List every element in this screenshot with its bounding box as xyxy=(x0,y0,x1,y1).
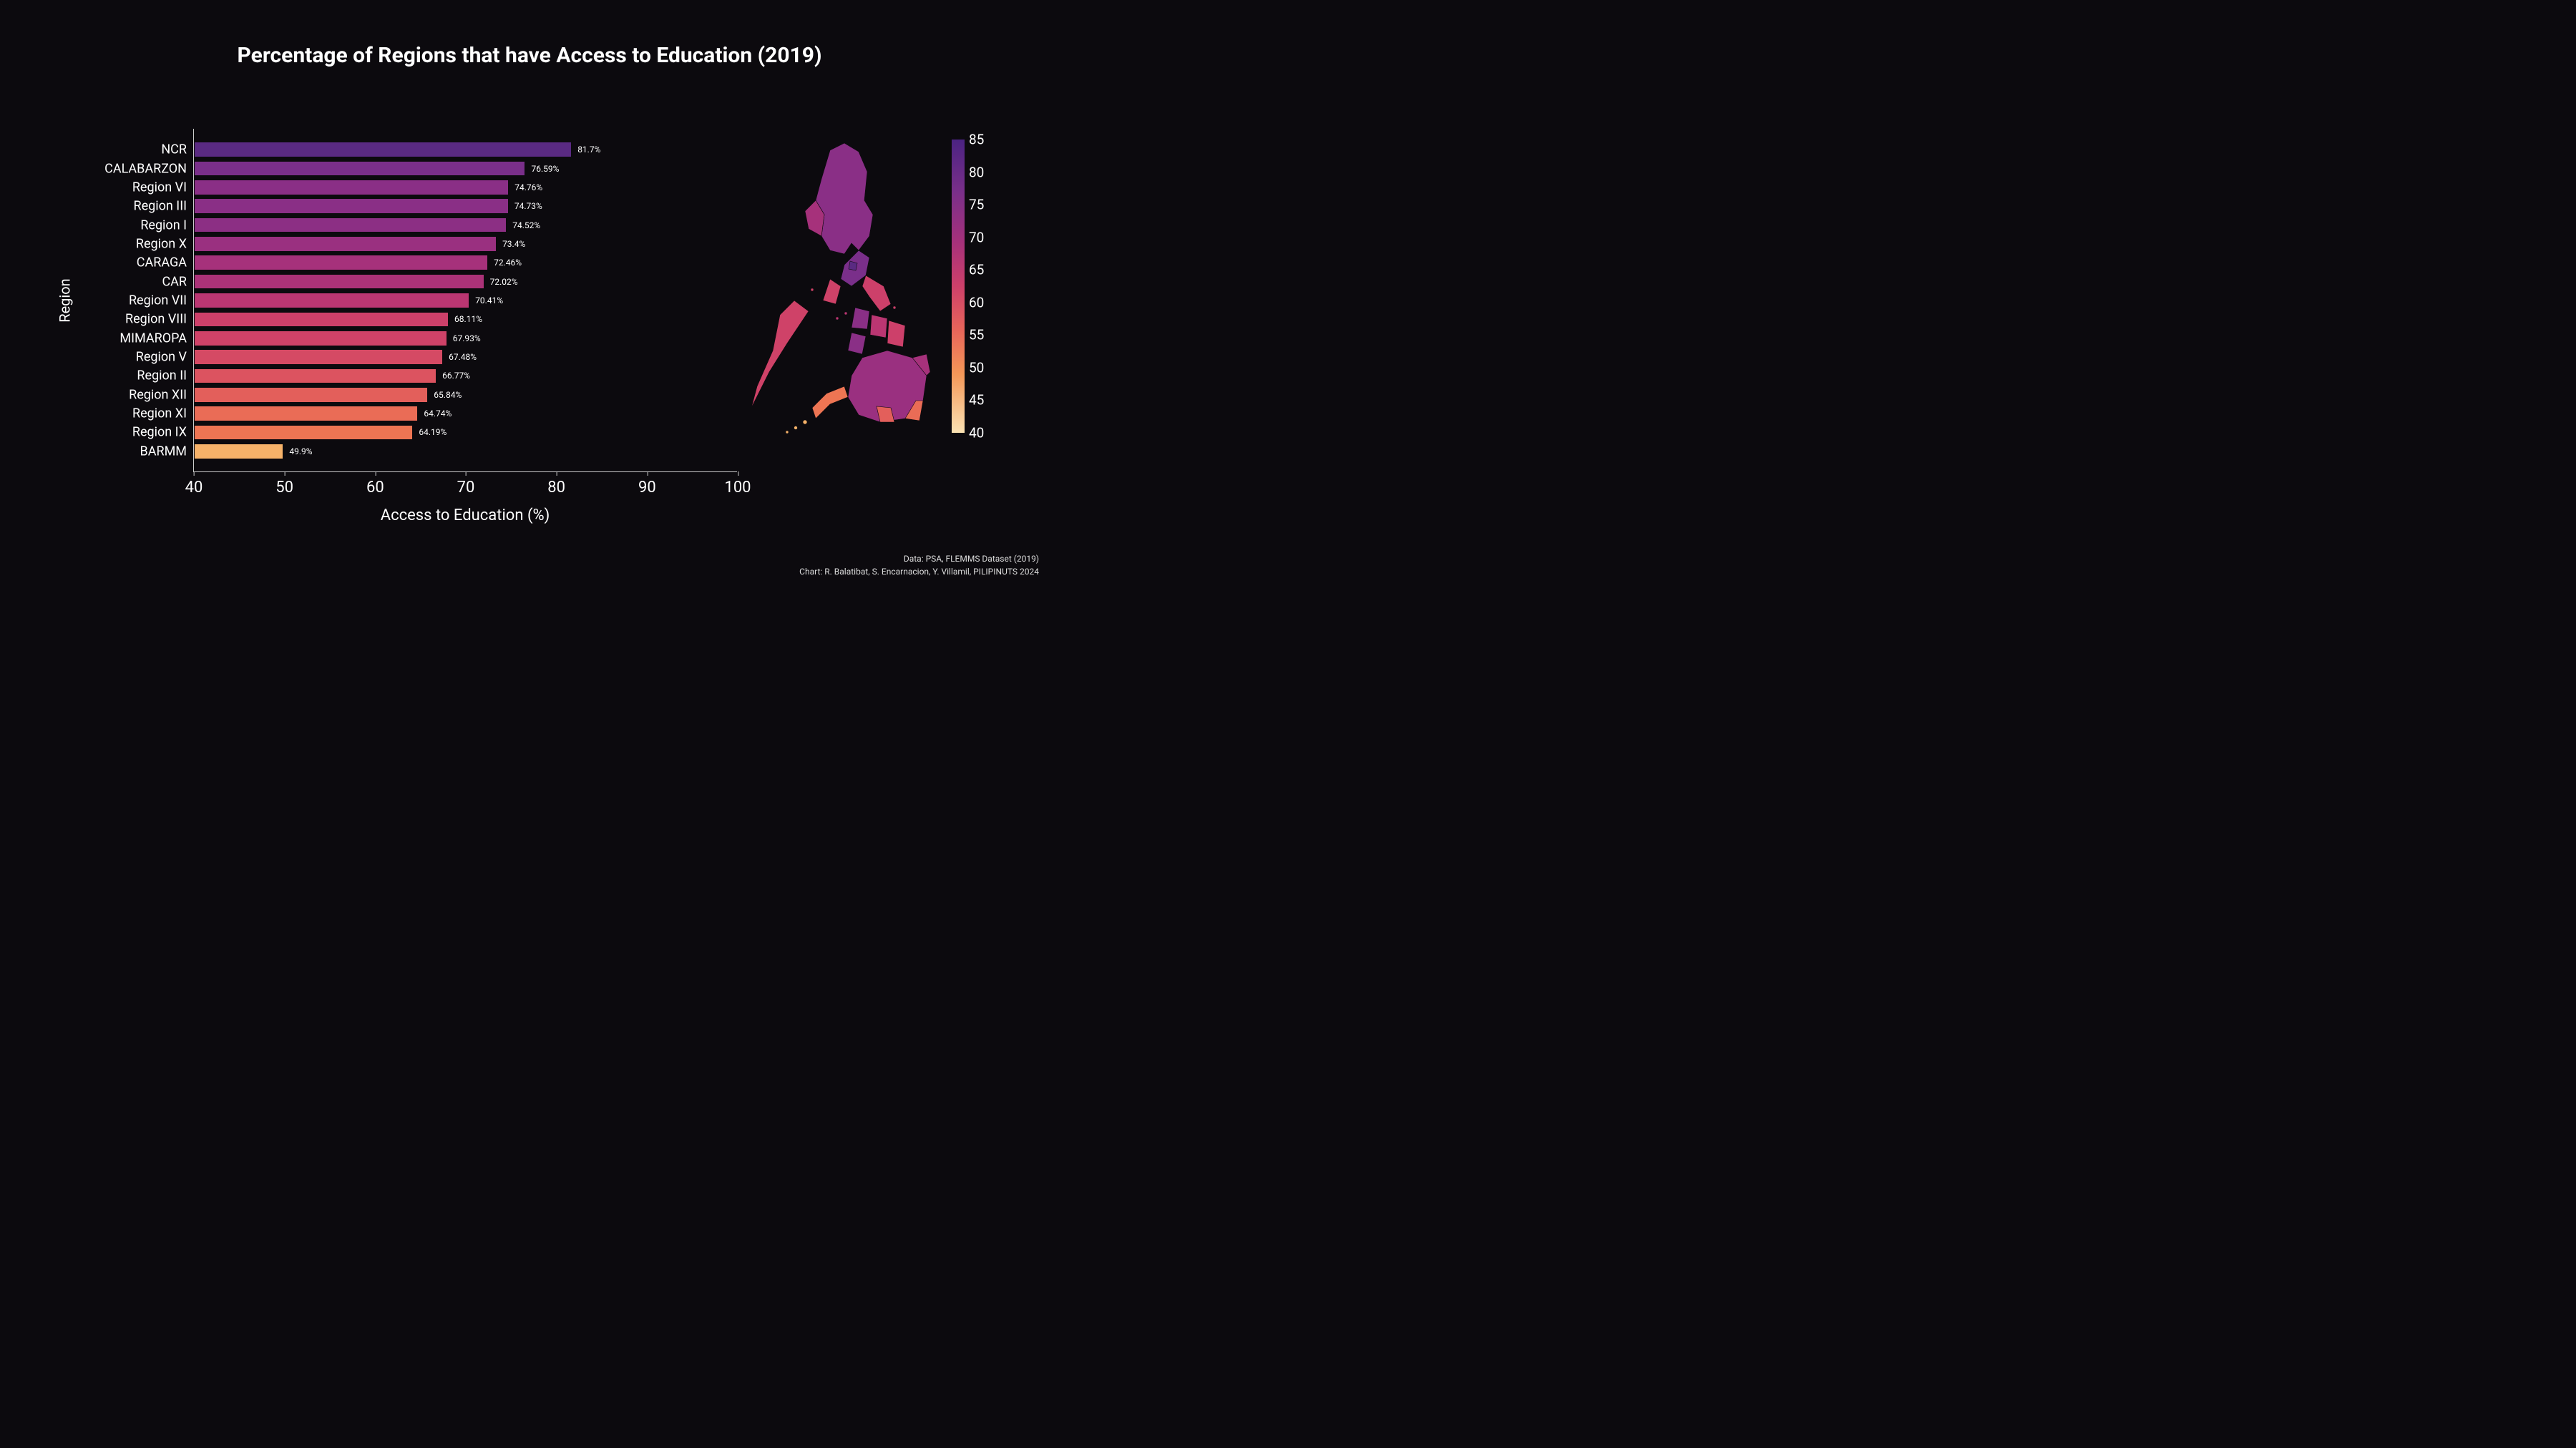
x-tick: 60 xyxy=(366,471,384,496)
colorbar-tick: 85 xyxy=(969,132,984,148)
x-tick: 80 xyxy=(547,471,565,496)
x-axis-label: Access to Education (%) xyxy=(381,507,550,524)
bar xyxy=(194,217,507,233)
bar xyxy=(194,349,443,365)
bar-category: Region I xyxy=(140,217,187,233)
bar-value-label: 64.74% xyxy=(424,409,452,419)
bar-value-label: 70.41% xyxy=(475,295,503,305)
bar-value-label: 68.11% xyxy=(454,314,482,324)
bar-row: 74.73% xyxy=(194,198,542,214)
bar-value-label: 76.59% xyxy=(531,164,559,174)
x-tick: 40 xyxy=(185,471,203,496)
bar xyxy=(194,236,497,252)
y-axis-label: Region xyxy=(57,278,74,322)
bar xyxy=(194,180,509,195)
x-tick: 100 xyxy=(724,471,751,496)
bar-category: Region III xyxy=(134,199,187,214)
bar-row: 70.41% xyxy=(194,293,503,308)
bar-category: NCR xyxy=(161,142,187,157)
credits-chart: Chart: R. Balatibat, S. Encarnacion, Y. … xyxy=(799,565,1039,578)
bar-row: 72.02% xyxy=(194,274,518,290)
colorbar-tick: 75 xyxy=(969,197,984,213)
bar-row: 74.52% xyxy=(194,217,540,233)
colorbar-tick: 55 xyxy=(969,327,984,343)
bar-category: CARAGA xyxy=(137,255,187,270)
bar-category: Region IX xyxy=(132,425,187,440)
bar-row: 74.76% xyxy=(194,180,542,195)
bar-category: Region XI xyxy=(132,406,187,421)
bar-category: CALABARZON xyxy=(104,161,187,176)
bar-value-label: 67.93% xyxy=(453,333,481,343)
bar-category: Region VI xyxy=(132,180,187,195)
bar-value-label: 74.73% xyxy=(514,201,542,211)
bar xyxy=(194,331,447,346)
bar xyxy=(194,406,418,421)
bar-row: 66.77% xyxy=(194,368,470,384)
bar-category: Region X xyxy=(136,236,187,251)
bar-category: Region VII xyxy=(129,293,187,308)
colorbar-tick: 50 xyxy=(969,359,984,376)
credits-data: Data: PSA, FLEMMS Dataset (2019) xyxy=(799,552,1039,565)
bar xyxy=(194,142,572,157)
x-tick: 70 xyxy=(457,471,475,496)
bar-row: 68.11% xyxy=(194,312,482,328)
bar-row: 73.4% xyxy=(194,236,525,252)
bar-value-label: 72.02% xyxy=(490,277,518,287)
bar xyxy=(194,387,428,403)
chart-title: Percentage of Regions that have Access t… xyxy=(0,43,1059,68)
bar-value-label: 81.7% xyxy=(577,145,600,155)
bar-value-label: 73.4% xyxy=(502,239,525,249)
bar-value-label: 66.77% xyxy=(442,371,470,381)
bar xyxy=(194,425,413,441)
philippines-map xyxy=(744,136,945,436)
bar xyxy=(194,198,509,214)
colorbar-tick: 80 xyxy=(969,164,984,180)
bar xyxy=(194,274,484,290)
bar-value-label: 64.19% xyxy=(419,427,447,437)
bar xyxy=(194,293,469,308)
x-tick: 90 xyxy=(638,471,656,496)
bar-value-label: 74.52% xyxy=(512,220,540,230)
bar-category: Region V xyxy=(136,350,187,365)
bar-value-label: 72.46% xyxy=(494,258,522,268)
bar-category: Region XII xyxy=(129,387,187,402)
bar-category: BARMM xyxy=(140,444,187,459)
bar xyxy=(194,444,283,459)
bar xyxy=(194,255,488,270)
bar-value-label: 74.76% xyxy=(514,182,542,192)
bar-category: Region VIII xyxy=(125,312,187,327)
bar-value-label: 67.48% xyxy=(449,352,477,362)
bar-chart: Region NCR81.7%CALABARZON76.59%Region VI… xyxy=(193,129,737,472)
bar-value-label: 49.9% xyxy=(289,446,312,456)
colorbar-tick: 45 xyxy=(969,392,984,409)
colorbar-tick: 60 xyxy=(969,294,984,310)
bar-row: 64.19% xyxy=(194,425,447,441)
colorbar-tick: 70 xyxy=(969,229,984,245)
bar-row: 67.93% xyxy=(194,331,481,346)
colorbar-tick: 40 xyxy=(969,425,984,441)
bar-row: 72.46% xyxy=(194,255,522,270)
bar-row: 76.59% xyxy=(194,161,559,177)
bar-category: MIMAROPA xyxy=(119,331,187,346)
bar-row: 49.9% xyxy=(194,444,313,459)
bar xyxy=(194,161,525,177)
bar xyxy=(194,368,436,384)
bar xyxy=(194,312,449,328)
x-tick: 50 xyxy=(275,471,293,496)
bar-row: 67.48% xyxy=(194,349,477,365)
bar-row: 64.74% xyxy=(194,406,452,421)
credits: Data: PSA, FLEMMS Dataset (2019) Chart: … xyxy=(799,552,1039,578)
bar-category: CAR xyxy=(162,274,187,289)
bar-value-label: 65.84% xyxy=(434,390,462,400)
bar-row: 81.7% xyxy=(194,142,600,157)
colorbar-tick: 65 xyxy=(969,262,984,278)
bar-category: Region II xyxy=(137,368,187,383)
plot-area: NCR81.7%CALABARZON76.59%Region VI74.76%R… xyxy=(193,129,737,472)
colorbar: 40455055606570758085 xyxy=(952,140,965,433)
bar-row: 65.84% xyxy=(194,387,462,403)
